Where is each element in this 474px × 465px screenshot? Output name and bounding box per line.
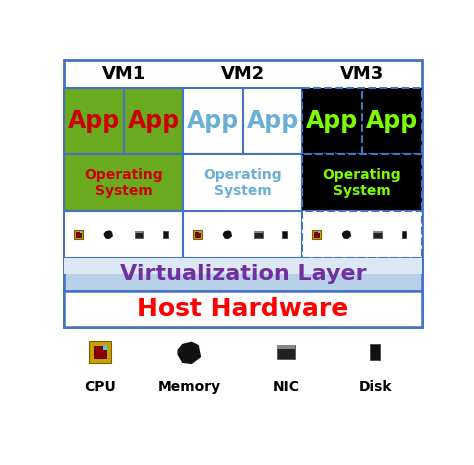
Bar [64,258,421,274]
Bar [370,345,380,360]
Text: Disk: Disk [358,380,392,394]
Bar [135,231,144,233]
Polygon shape [177,342,201,364]
Bar [302,88,421,154]
Bar [183,154,302,211]
Bar [102,345,107,350]
Bar [89,341,111,363]
Bar [374,231,382,238]
Bar [64,211,183,258]
Bar [277,345,294,349]
Text: Operating
System: Operating System [323,168,401,198]
Bar [164,231,168,238]
Bar [277,345,294,359]
Bar [374,231,382,233]
Text: Virtualization Layer: Virtualization Layer [119,265,366,285]
Text: VM3: VM3 [340,65,384,83]
Bar [302,211,421,258]
Bar [183,88,302,154]
Text: CPU: CPU [84,380,116,394]
Polygon shape [342,230,351,239]
Bar [401,231,406,238]
Text: Operating
System: Operating System [204,168,282,198]
Text: App: App [187,109,239,133]
Text: App: App [306,109,358,133]
Bar [64,88,183,154]
Polygon shape [104,230,113,239]
Bar [80,231,82,233]
Bar [302,154,421,211]
Bar [193,230,202,239]
Bar [318,231,320,233]
Text: App: App [246,109,299,133]
Bar [195,232,200,237]
Text: VM1: VM1 [102,65,146,83]
Text: App: App [68,109,120,133]
Bar [64,292,421,327]
Text: App: App [365,109,418,133]
Bar [94,346,106,358]
Bar [64,60,421,327]
Bar [64,154,183,211]
Bar [74,230,83,239]
Bar [135,231,144,238]
Text: Host Hardware: Host Hardware [137,297,348,321]
Bar [64,258,421,292]
Text: App: App [128,109,180,133]
Text: NIC: NIC [272,380,299,394]
Bar [312,230,321,239]
Bar [254,231,263,233]
Bar [183,211,302,258]
Polygon shape [223,230,232,239]
Bar [76,232,81,237]
Text: Memory: Memory [158,380,221,394]
Bar [254,231,263,238]
Bar [199,231,201,233]
Bar [283,231,287,238]
Bar [314,232,319,237]
Text: VM2: VM2 [221,65,265,83]
Text: Operating
System: Operating System [84,168,163,198]
